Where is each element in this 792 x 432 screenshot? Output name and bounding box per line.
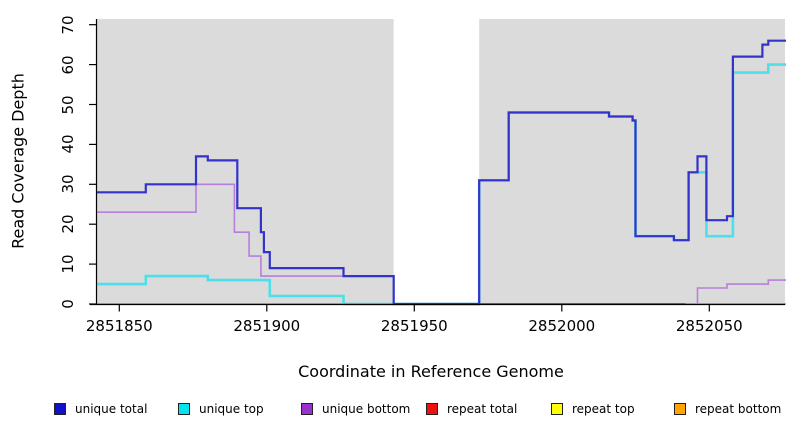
y-tick-label: 0 — [59, 299, 77, 309]
legend-item-unique-total: unique total — [54, 398, 147, 420]
x-tick-label: 2852000 — [528, 317, 596, 335]
plot-area — [89, 19, 786, 312]
legend-item-unique-top: unique top — [178, 398, 264, 420]
x-tick-label: 2851900 — [233, 317, 301, 335]
y-tick-label: 30 — [59, 174, 77, 194]
legend-label: repeat bottom — [695, 402, 782, 416]
y-tick-label: 10 — [59, 254, 77, 274]
x-axis-title: Coordinate in Reference Genome — [298, 362, 564, 381]
repeat-bottom-swatch-icon — [674, 403, 686, 415]
series-unique-total — [96, 39, 786, 306]
legend-item-unique-bottom: unique bottom — [301, 398, 410, 420]
repeat-total-swatch-icon — [426, 403, 438, 415]
y-tick-label: 60 — [59, 55, 77, 75]
legend-label: unique top — [199, 402, 264, 416]
x-tick-label: 2851950 — [380, 317, 448, 335]
y-tick-label: 20 — [59, 214, 77, 234]
series-unique-bottom — [96, 183, 786, 305]
legend-label: unique total — [75, 402, 148, 416]
y-tick-label: 70 — [59, 15, 77, 35]
legend-label: unique bottom — [322, 402, 411, 416]
x-tick-label: 2852050 — [675, 317, 743, 335]
legend: unique total unique top unique bottom re… — [0, 398, 792, 424]
y-axis-title: Read Coverage Depth — [8, 73, 28, 249]
unique-bottom-swatch-icon — [301, 403, 313, 415]
coverage-gap-band — [393, 19, 480, 305]
legend-label: repeat top — [572, 402, 635, 416]
legend-item-repeat-bottom: repeat bottom — [674, 398, 781, 420]
x-tick-label: 2851850 — [85, 317, 153, 335]
unique-top-swatch-icon — [178, 403, 190, 415]
repeat-top-swatch-icon — [551, 403, 563, 415]
legend-item-repeat-top: repeat top — [551, 398, 635, 420]
unique-total-swatch-icon — [54, 403, 66, 415]
legend-label: repeat total — [447, 402, 518, 416]
y-tick-label: 50 — [59, 94, 77, 115]
y-tick-label: 40 — [59, 134, 77, 154]
legend-item-repeat-total: repeat total — [426, 398, 517, 420]
